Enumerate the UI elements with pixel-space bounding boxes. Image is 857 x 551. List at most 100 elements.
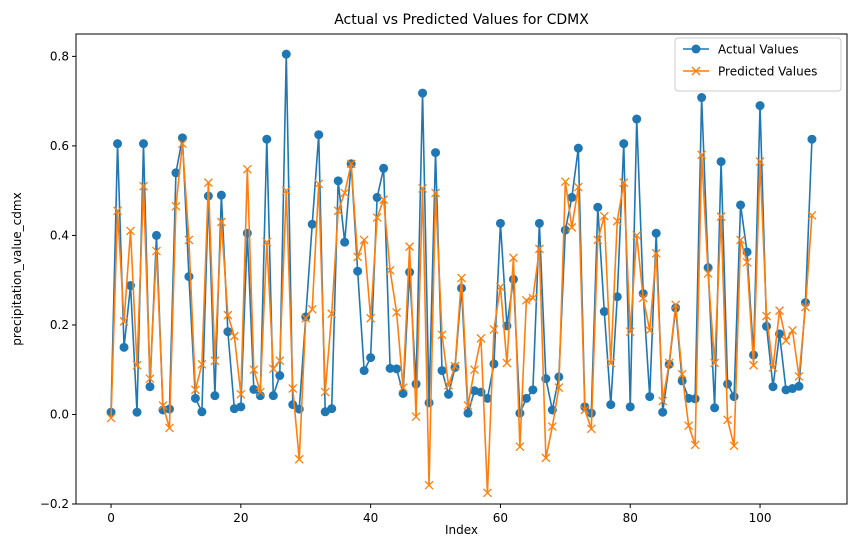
point-predicted [534,244,544,254]
point-actual [184,272,194,282]
point-actual [190,393,200,403]
point-actual [113,139,123,149]
point-predicted [450,361,460,371]
legend-actual-label: Actual Values [718,43,799,57]
point-predicted [768,363,778,372]
point-actual [632,114,642,124]
point-actual [521,393,531,403]
point-actual [431,148,441,158]
point-predicted [502,358,512,368]
point-predicted [521,295,531,305]
point-actual [333,176,343,186]
point-actual [612,292,622,302]
point-predicted [294,454,304,464]
point-actual [145,382,155,392]
point-predicted [171,201,181,211]
point-actual [716,157,726,167]
point-predicted [560,177,570,187]
point-predicted [346,159,356,169]
point-predicted [424,480,434,490]
point-predicted [236,389,246,399]
point-predicted [184,235,194,245]
point-predicted [359,235,369,245]
point-actual [768,382,778,392]
point-predicted [353,252,363,262]
point-predicted [619,178,629,188]
x-tick-label: 0 [107,511,115,525]
point-actual [755,101,765,111]
point-actual [242,228,252,238]
point-predicted [599,211,609,221]
point-predicted [113,206,122,216]
point-predicted [547,422,557,432]
point-actual [353,266,363,276]
point-predicted [716,212,726,222]
y-tick-label: 0.6 [50,139,69,153]
point-predicted [262,237,272,247]
point-predicted [781,336,791,346]
point-predicted [431,188,440,198]
point-actual [385,363,395,373]
point-actual [268,391,278,401]
point-predicted [132,360,142,370]
point-actual [599,307,609,317]
point-predicted [567,222,577,232]
point-predicted [320,387,330,397]
point-predicted [281,186,291,196]
point-predicted [327,309,337,319]
point-predicted [755,157,765,167]
point-predicted [658,396,668,406]
x-tick-label: 80 [623,511,638,525]
point-actual [697,93,707,103]
point-actual [138,139,148,149]
y-axis-label: precipitation_value_cdmx [10,192,24,345]
point-actual [275,371,285,381]
point-predicted [697,150,707,160]
point-predicted [288,384,298,393]
point-actual [340,237,350,247]
point-actual [359,366,369,376]
point-predicted [580,405,590,415]
point-predicted [664,358,674,368]
legend: Actual Values Predicted Values [674,37,842,92]
point-predicted [158,401,168,410]
point-predicted [729,441,739,451]
point-predicted [418,183,428,193]
point-predicted [677,369,687,379]
point-predicted [203,178,213,188]
point-actual [411,379,421,389]
point-actual [437,366,447,376]
point-actual [619,139,629,149]
y-tick-label: 0.4 [50,228,69,242]
point-actual [398,388,408,398]
x-tick-label: 20 [233,511,248,525]
point-predicted [457,273,466,283]
legend-box [674,37,842,92]
point-predicted [483,488,492,498]
point-actual [119,342,129,352]
point-predicted [139,181,148,191]
point-actual [444,389,454,399]
point-actual [132,407,142,417]
point-predicted [762,311,771,321]
legend-predicted-label: Predicted Values [718,65,817,79]
point-actual [645,392,655,402]
point-actual [593,202,603,212]
point-predicted [710,358,720,368]
point-predicted [307,304,317,314]
series-predicted [106,139,817,498]
point-predicted [625,327,635,337]
point-actual [528,385,538,395]
legend-actual-marker [691,44,701,54]
point-actual [314,130,324,140]
point-actual [418,88,428,98]
point-predicted [314,179,324,189]
point-predicted [651,248,661,258]
point-actual [684,393,694,403]
point-predicted [593,235,603,245]
chart-title: Actual vs Predicted Values for CDMX [334,12,589,28]
point-actual [573,143,583,153]
point-predicted [606,358,616,368]
